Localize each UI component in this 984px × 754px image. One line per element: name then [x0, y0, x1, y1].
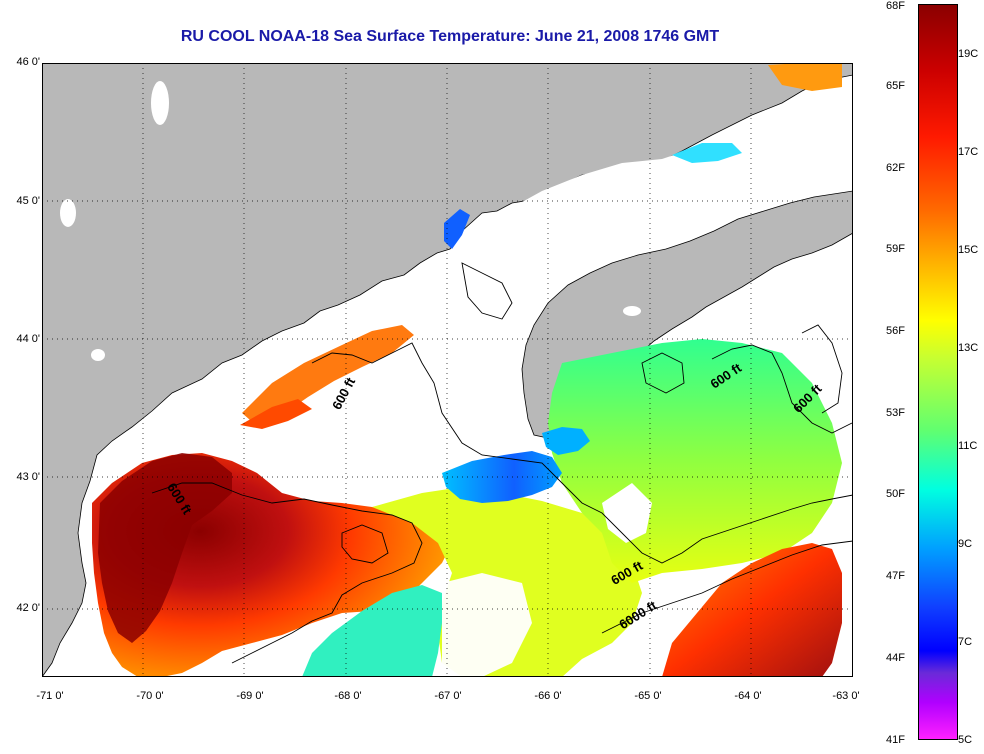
- colorbar-c-5: 5C: [958, 734, 973, 746]
- sst-map-canvas: 600 ft 600 ft 600 ft 600 ft 600 ft 6000 …: [41, 62, 854, 679]
- colorbar-f-62: 62F: [886, 162, 905, 174]
- sst-cyan: [302, 585, 442, 677]
- sst-coastal-band: [242, 325, 414, 427]
- colorbar-c-19: 19C: [958, 48, 979, 60]
- colorbar-f-50: 50F: [886, 488, 905, 500]
- colorbar-f-53: 53F: [886, 407, 905, 419]
- colorbar-f-44: 44F: [886, 652, 905, 664]
- contour-600-c: [711, 344, 853, 434]
- colorbar-c-7: 7C: [958, 636, 973, 648]
- lon-tick-70: -70 0': [136, 690, 164, 702]
- lon-tick-69: -69 0': [236, 690, 264, 702]
- colorbar-c-11: 11C: [958, 440, 978, 452]
- lat-tick-44: 44 0': [16, 333, 40, 345]
- colorbar-c-9: 9C: [958, 538, 973, 550]
- lon-tick-63: -63 0': [832, 690, 860, 702]
- lat-tick-42: 42 0': [16, 602, 40, 614]
- colorbar-c-17: 17C: [958, 146, 979, 158]
- contour-600-b: [311, 342, 854, 564]
- map-frame: [42, 63, 853, 677]
- temperature-colorbar: [918, 4, 958, 740]
- bay-of-fundy: [462, 137, 722, 303]
- lat-tick-45: 45 0': [16, 195, 40, 207]
- lat-tick-46: 46 0': [16, 56, 40, 68]
- colorbar-c-13: 13C: [958, 342, 979, 354]
- map-title: RU COOL NOAA-18 Sea Surface Temperature:…: [180, 28, 720, 45]
- colorbar-f-59: 59F: [886, 243, 905, 255]
- lon-tick-71: -71 0': [36, 690, 64, 702]
- lon-tick-65: -65 0': [634, 690, 662, 702]
- lon-tick-66: -66 0': [534, 690, 562, 702]
- contour-600-a: [151, 482, 423, 664]
- lon-tick-67: -67 0': [434, 690, 462, 702]
- colorbar-c-15: 15C: [958, 244, 979, 256]
- lat-tick-43: 43 0': [16, 471, 40, 483]
- land-mainland: [41, 62, 854, 679]
- colorbar-f-47: 47F: [886, 570, 905, 582]
- colorbar-f-56: 56F: [886, 325, 905, 337]
- lon-tick-64: -64 0': [734, 690, 762, 702]
- sst-warm-southeast: [662, 543, 842, 677]
- lon-tick-68: -68 0': [334, 690, 362, 702]
- contour-6000: [601, 540, 854, 634]
- colorbar-f-68: 68F: [886, 0, 905, 12]
- colorbar-f-65: 65F: [886, 80, 905, 92]
- sst-map: 600 ft 600 ft 600 ft 600 ft 600 ft 6000 …: [41, 62, 854, 679]
- colorbar-f-41: 41F: [886, 734, 905, 746]
- contour-600-d: [801, 324, 843, 414]
